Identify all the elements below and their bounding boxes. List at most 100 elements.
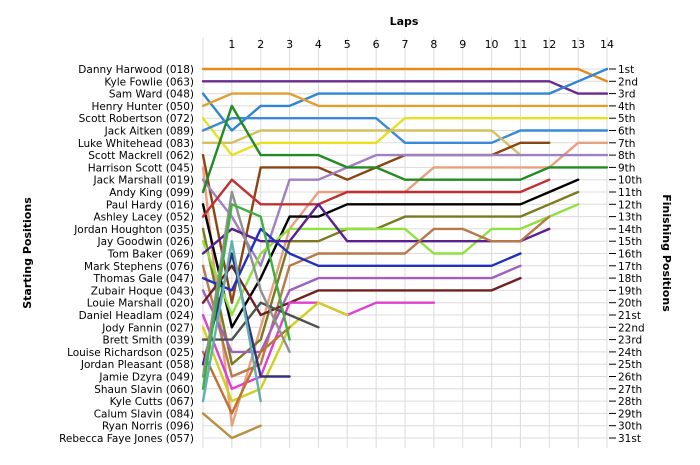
finishing-position-label: 20th bbox=[618, 298, 642, 310]
driver-position-line bbox=[201, 92, 609, 108]
finishing-position-label: 1st bbox=[618, 64, 634, 76]
driver-position-line bbox=[201, 116, 609, 157]
starting-driver-label: Sam Ward (048) bbox=[109, 89, 194, 101]
driver-position-line bbox=[201, 264, 522, 317]
finishing-position-label: 16th bbox=[618, 249, 642, 261]
driver-position-line bbox=[201, 129, 522, 157]
driver-position-line bbox=[201, 178, 551, 218]
series-layer bbox=[201, 67, 609, 440]
y-axis-right-title: Finishing Positions bbox=[660, 194, 673, 312]
driver-position-line bbox=[201, 227, 522, 292]
starting-driver-label: Louise Richardson (025) bbox=[67, 347, 194, 359]
finishing-position-label: 23rd bbox=[618, 335, 642, 347]
finishing-position-label: 10th bbox=[618, 175, 642, 187]
chart-title: Laps bbox=[390, 15, 419, 28]
starting-driver-label: Paul Hardy (016) bbox=[106, 199, 194, 211]
driver-position-line bbox=[201, 67, 609, 83]
lap-tick-label: 12 bbox=[542, 38, 556, 51]
finishing-position-labels: 1st2nd3rd4th5th6th7th8th9th10th11th12th1… bbox=[609, 64, 645, 445]
starting-driver-label: Jody Fannin (027) bbox=[101, 322, 194, 334]
finishing-position-label: 19th bbox=[618, 285, 642, 297]
driver-position-line bbox=[201, 239, 262, 403]
finishing-position-label: 30th bbox=[618, 421, 642, 433]
finishing-position-label: 28th bbox=[618, 396, 642, 408]
starting-driver-label: Kyle Cutts (067) bbox=[110, 396, 194, 408]
lap-tick-label: 8 bbox=[430, 38, 437, 51]
driver-position-line bbox=[201, 326, 291, 415]
finishing-position-label: 15th bbox=[618, 236, 642, 248]
driver-position-line bbox=[201, 178, 580, 329]
lap-tick-label: 14 bbox=[600, 38, 614, 51]
lap-tick-label: 1 bbox=[228, 38, 235, 51]
starting-driver-label: Luke Whitehead (083) bbox=[78, 138, 194, 150]
lap-tick-label: 4 bbox=[315, 38, 322, 51]
y-axis-left-title: Starting Positions bbox=[21, 197, 34, 309]
finishing-position-label: 2nd bbox=[618, 76, 638, 88]
lap-tick-label: 6 bbox=[373, 38, 380, 51]
lap-tick-label: 10 bbox=[485, 38, 499, 51]
starting-driver-label: Jordan Pleasant (058) bbox=[80, 359, 194, 371]
lap-tick-label: 3 bbox=[286, 38, 293, 51]
finishing-position-label: 29th bbox=[618, 408, 642, 420]
finishing-position-label: 7th bbox=[618, 138, 635, 150]
lap-tick-label: 7 bbox=[402, 38, 409, 51]
driver-position-line bbox=[201, 301, 349, 403]
finishing-position-label: 3rd bbox=[618, 89, 635, 101]
finishing-position-label: 5th bbox=[618, 113, 635, 125]
starting-driver-label: Mark Stephens (076) bbox=[84, 261, 194, 273]
starting-driver-label: Rebecca Faye Jones (057) bbox=[59, 433, 194, 445]
lap-tick-label: 5 bbox=[344, 38, 351, 51]
finishing-position-label: 13th bbox=[618, 212, 642, 224]
finishing-position-label: 21st bbox=[618, 310, 641, 322]
finishing-position-label: 6th bbox=[618, 126, 635, 138]
starting-driver-label: Jordan Houghton (035) bbox=[73, 224, 194, 236]
driver-position-line bbox=[201, 203, 580, 317]
starting-driver-label: Henry Hunter (050) bbox=[91, 101, 194, 113]
lap-tick-label: 13 bbox=[571, 38, 585, 51]
finishing-position-label: 25th bbox=[618, 359, 642, 371]
starting-driver-label: Harrison Scott (045) bbox=[88, 162, 194, 174]
lap-tick-label: 2 bbox=[257, 38, 264, 51]
starting-driver-label: Kyle Fowlie (063) bbox=[104, 76, 194, 88]
driver-position-line bbox=[201, 104, 609, 194]
lap-tick-labels: 1 2 3 4 5 6 7 8 9 10 11 12 13 14 bbox=[228, 38, 614, 51]
starting-driver-label: Ashley Lacey (052) bbox=[93, 212, 194, 224]
finishing-position-label: 12th bbox=[618, 199, 642, 211]
starting-driver-label: Shaun Slavin (060) bbox=[94, 384, 194, 396]
starting-grid-labels: Danny Harwood (018)Kyle Fowlie (063)Sam … bbox=[59, 64, 194, 445]
starting-driver-label: Jack Aitken (089) bbox=[104, 126, 194, 138]
driver-position-line bbox=[201, 301, 320, 341]
driver-position-line bbox=[201, 190, 580, 366]
grid bbox=[202, 37, 608, 448]
starting-driver-label: Zubair Hoque (043) bbox=[91, 285, 194, 297]
driver-position-line bbox=[201, 80, 609, 95]
finishing-position-label: 26th bbox=[618, 372, 642, 384]
finishing-position-label: 4th bbox=[618, 101, 635, 113]
starting-driver-label: Brett Smith (039) bbox=[103, 335, 194, 347]
starting-driver-label: Ryan Norris (096) bbox=[102, 421, 194, 433]
driver-position-line bbox=[201, 67, 609, 132]
driver-position-line bbox=[201, 116, 609, 145]
finishing-position-label: 22nd bbox=[618, 322, 645, 334]
finishing-position-label: 9th bbox=[618, 162, 635, 174]
starting-driver-label: Tom Baker (069) bbox=[107, 249, 194, 261]
starting-driver-label: Danny Harwood (018) bbox=[78, 64, 194, 76]
starting-driver-label: Jack Marshall (019) bbox=[93, 175, 195, 187]
starting-driver-label: Thomas Gale (047) bbox=[93, 273, 194, 285]
finishing-position-label: 27th bbox=[618, 384, 642, 396]
finishing-position-label: 18th bbox=[618, 273, 642, 285]
starting-driver-label: Daniel Headlam (024) bbox=[79, 310, 194, 322]
starting-driver-label: Calum Slavin (084) bbox=[94, 408, 194, 420]
finishing-position-label: 8th bbox=[618, 150, 635, 162]
finishing-position-label: 24th bbox=[618, 347, 642, 359]
starting-driver-label: Louie Marshall (020) bbox=[87, 298, 194, 310]
finishing-position-label: 11th bbox=[618, 187, 642, 199]
driver-position-line bbox=[201, 203, 291, 390]
finishing-position-label: 31st bbox=[618, 433, 641, 445]
starting-driver-label: Jamie Dzyra (049) bbox=[98, 372, 194, 384]
driver-position-line bbox=[201, 190, 291, 378]
starting-driver-label: Scott Robertson (072) bbox=[79, 113, 194, 125]
finishing-position-label: 17th bbox=[618, 261, 642, 273]
starting-driver-label: Jay Goodwin (026) bbox=[97, 236, 194, 248]
